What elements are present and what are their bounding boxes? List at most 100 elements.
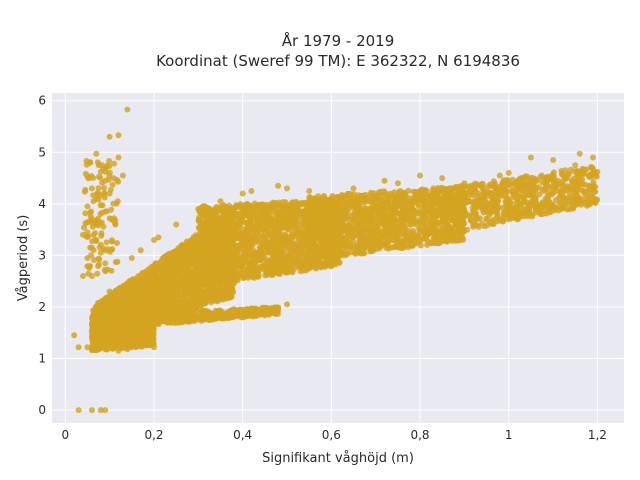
data-point (242, 205, 249, 212)
data-point (262, 272, 269, 279)
data-point (263, 267, 270, 274)
data-point (165, 269, 172, 276)
data-point (265, 243, 272, 250)
data-point (180, 296, 187, 303)
data-point (324, 260, 331, 267)
data-point (238, 218, 245, 225)
data-point (176, 271, 183, 278)
data-point (229, 249, 236, 256)
data-point (275, 211, 282, 217)
data-point (260, 240, 267, 247)
data-point (187, 283, 194, 290)
data-point (172, 291, 179, 298)
data-point (172, 260, 179, 267)
data-point (201, 235, 208, 242)
data-point (241, 238, 248, 245)
data-point (129, 277, 135, 284)
data-point (228, 218, 235, 225)
data-point (278, 232, 285, 239)
data-point (201, 222, 208, 229)
data-point (209, 208, 215, 215)
data-point (286, 244, 293, 251)
data-point (190, 278, 197, 285)
data-point (221, 243, 228, 250)
data-point (126, 291, 133, 297)
data-point (181, 266, 188, 273)
data-point (222, 254, 229, 261)
data-point (190, 300, 197, 307)
data-point (195, 224, 202, 231)
data-point (183, 289, 190, 296)
data-point (195, 217, 202, 224)
data-point (214, 229, 221, 235)
data-point (227, 244, 234, 251)
data-point (297, 247, 304, 253)
data-point (187, 256, 194, 263)
data-point (99, 297, 106, 304)
data-point (162, 287, 169, 294)
data-point (212, 236, 218, 243)
data-point (234, 277, 241, 284)
data-point (252, 271, 259, 278)
data-point (267, 259, 274, 266)
data-point (239, 262, 246, 269)
data-point (253, 237, 260, 244)
data-point (152, 262, 159, 269)
data-point (184, 272, 191, 279)
data-point (178, 256, 185, 263)
data-point (200, 272, 207, 278)
data-point (245, 229, 252, 236)
data-point (104, 315, 111, 321)
data-point (228, 256, 235, 263)
data-point (291, 219, 298, 226)
data-point (238, 269, 245, 276)
data-point (222, 234, 229, 241)
data-point (250, 247, 257, 254)
data-point (280, 256, 287, 263)
data-point (270, 248, 277, 255)
data-point (286, 265, 292, 272)
data-point (281, 213, 288, 220)
data-point (166, 260, 173, 267)
data-point (177, 261, 183, 268)
data-point (151, 291, 158, 298)
data-point (204, 215, 211, 222)
data-point (153, 283, 160, 290)
data-point (298, 263, 305, 270)
data-point (219, 279, 226, 286)
data-point (233, 210, 240, 217)
data-point (160, 301, 167, 308)
data-point (161, 274, 168, 281)
data-point (131, 296, 138, 303)
data-point (161, 296, 168, 303)
data-point (183, 245, 190, 252)
data-point (228, 225, 235, 232)
data-point (247, 262, 254, 269)
data-point (147, 286, 153, 293)
data-point (248, 240, 255, 247)
data-point (174, 265, 181, 272)
data-point (290, 259, 297, 266)
data-point (188, 294, 195, 301)
data-point (226, 267, 233, 274)
data-point (214, 247, 221, 254)
chart-title-line-1: År 1979 - 2019 (282, 31, 395, 50)
data-point (298, 200, 305, 206)
data-point (259, 201, 266, 208)
data-point (136, 278, 143, 285)
data-point (139, 302, 146, 309)
data-point (169, 277, 176, 284)
data-point (150, 274, 157, 281)
data-point (272, 267, 278, 274)
data-point (270, 239, 277, 246)
data-point (154, 305, 161, 312)
data-point (332, 261, 339, 268)
data-point (271, 204, 278, 211)
data-point (262, 230, 269, 237)
data-point (170, 305, 177, 312)
data-point (285, 253, 292, 260)
data-point (166, 250, 173, 257)
data-point (280, 199, 286, 205)
data-point (217, 290, 224, 297)
